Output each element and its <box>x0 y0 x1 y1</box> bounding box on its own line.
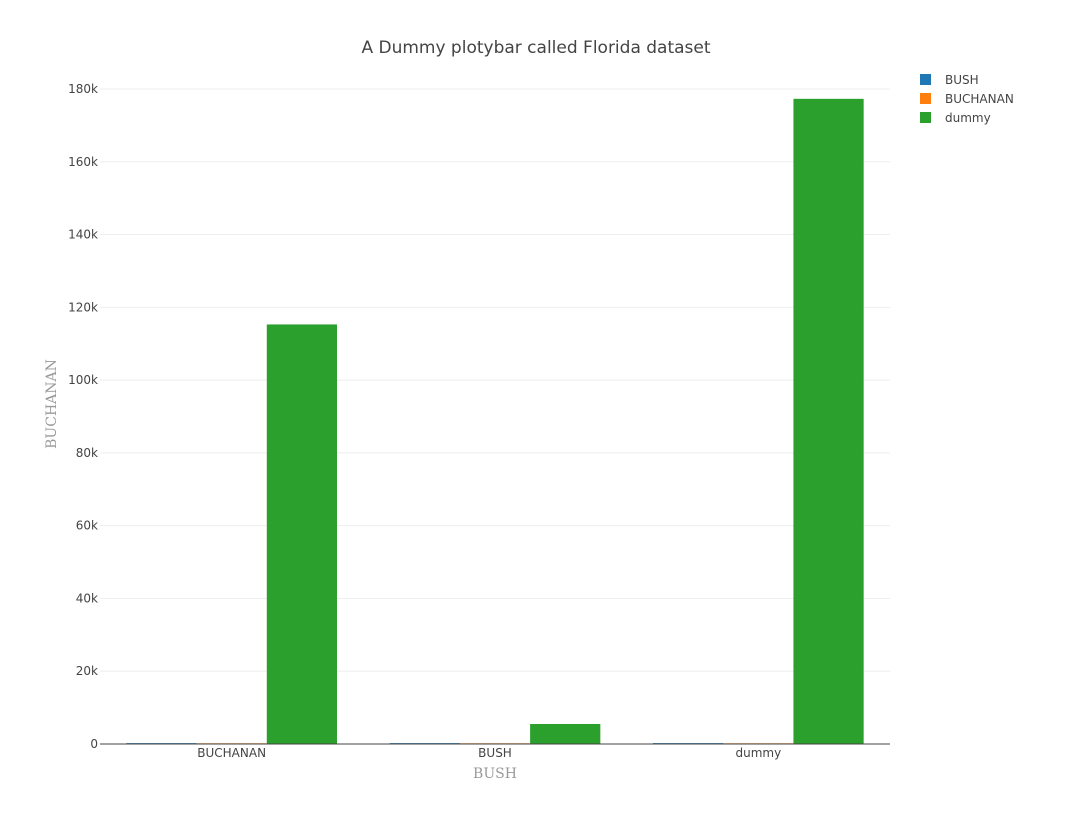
x-axis-ticks: BUCHANAN BUSH dummy <box>197 746 781 760</box>
x-tick-label: BUSH <box>478 746 512 760</box>
legend: BUSH BUCHANAN dummy <box>920 73 1014 125</box>
legend-item-dummy[interactable]: dummy <box>920 111 991 125</box>
legend-label: dummy <box>945 111 991 125</box>
y-tick-label: 140k <box>68 228 98 242</box>
bar-dummy-dummy <box>793 98 864 744</box>
x-axis-title: BUSH <box>473 766 517 782</box>
bar-dummy-buchanan <box>266 324 337 744</box>
x-tick-label: BUCHANAN <box>197 746 266 760</box>
legend-label: BUCHANAN <box>945 92 1014 106</box>
legend-swatch <box>920 74 931 85</box>
y-tick-label: 0 <box>90 737 98 751</box>
legend-label: BUSH <box>945 73 979 87</box>
y-tick-label: 20k <box>76 664 98 678</box>
grid-lines <box>100 88 890 672</box>
y-tick-label: 120k <box>68 300 98 314</box>
y-tick-label: 180k <box>68 82 98 96</box>
bar-dummy-bush <box>530 723 601 744</box>
y-axis-ticks: 0 20k 40k 60k 80k 100k 120k 140k 160k 180k <box>68 82 98 751</box>
legend-swatch <box>920 112 931 123</box>
chart-title: A Dummy plotybar called Florida dataset <box>361 38 710 58</box>
y-tick-label: 40k <box>76 591 98 605</box>
x-tick-label: dummy <box>735 746 781 760</box>
y-tick-label: 60k <box>76 519 98 533</box>
y-tick-label: 160k <box>68 155 98 169</box>
legend-swatch <box>920 93 931 104</box>
legend-item-bush[interactable]: BUSH <box>920 73 979 87</box>
y-tick-label: 80k <box>76 446 98 460</box>
bars <box>100 98 890 745</box>
y-tick-label: 100k <box>68 373 98 387</box>
legend-item-buchanan[interactable]: BUCHANAN <box>920 92 1014 106</box>
y-axis-title: BUCHANAN <box>44 359 60 449</box>
